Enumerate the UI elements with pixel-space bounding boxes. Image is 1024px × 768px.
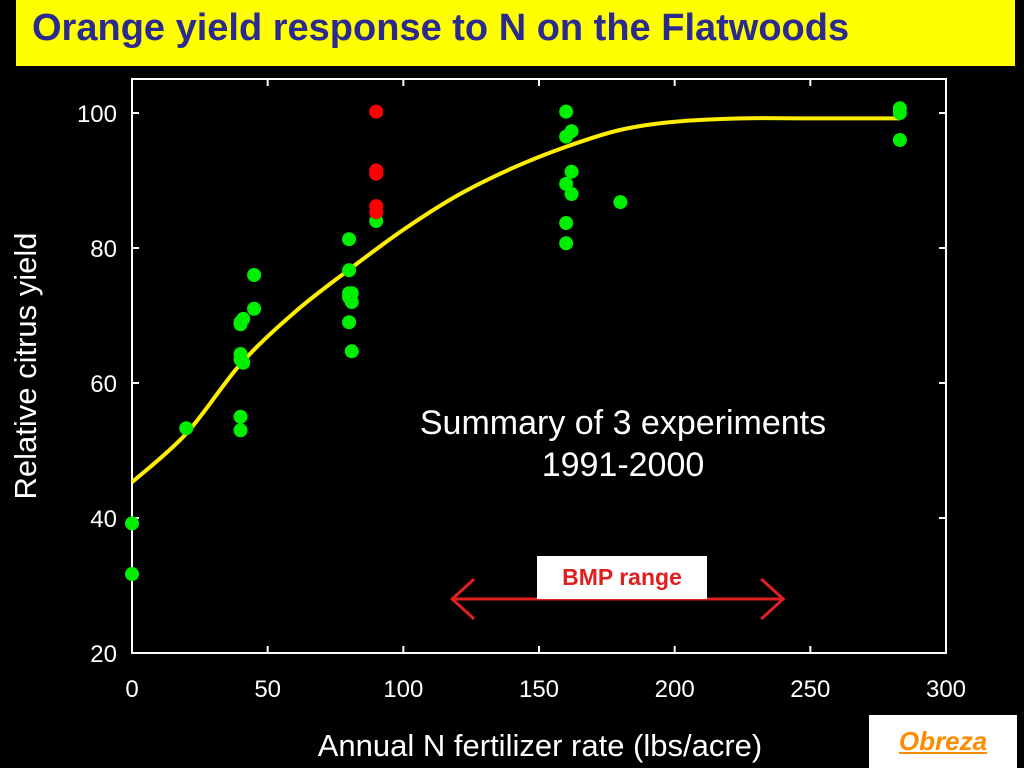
red-data-point xyxy=(369,166,384,181)
x-tick-label: 300 xyxy=(926,676,966,703)
y-tick-label: 20 xyxy=(90,641,117,668)
green-data-point xyxy=(179,421,194,436)
summary-line-2: 1991-2000 xyxy=(541,446,705,484)
x-tick-label: 0 xyxy=(125,676,138,703)
green-data-point xyxy=(342,263,357,278)
green-data-point xyxy=(125,516,139,531)
x-tick-label: 100 xyxy=(383,676,423,703)
x-tick-label: 200 xyxy=(655,676,695,703)
green-data-point xyxy=(564,124,579,139)
green-data-point xyxy=(344,286,359,301)
green-data-point xyxy=(564,164,579,179)
y-tick-label: 100 xyxy=(77,101,117,128)
green-data-point xyxy=(125,567,139,582)
green-data-point xyxy=(233,423,248,438)
x-tick-label: 150 xyxy=(519,676,559,703)
green-data-point xyxy=(233,409,248,424)
title-banner: Orange yield response to N on the Flatwo… xyxy=(16,0,1015,66)
green-data-point xyxy=(564,187,579,201)
green-data-point xyxy=(247,268,262,282)
x-tick-label: 250 xyxy=(790,676,830,703)
green-data-point xyxy=(892,133,907,147)
bmp-range-arrow-left-head xyxy=(449,577,476,621)
green-data-point xyxy=(236,311,251,326)
green-data-point xyxy=(559,236,574,251)
green-data-point xyxy=(344,344,359,359)
x-tick-label: 50 xyxy=(254,676,281,703)
summary-line-1: Summary of 3 experiments xyxy=(419,404,827,442)
green-data-point xyxy=(342,315,357,330)
bmp-range-arrow-right-head xyxy=(760,577,786,621)
y-tick-label: 60 xyxy=(90,371,117,398)
green-data-point xyxy=(559,216,574,231)
summary-annotation: Summary of 3 experiments 1991-2000 xyxy=(370,402,876,486)
green-data-point xyxy=(342,232,357,247)
red-data-point xyxy=(369,104,384,119)
y-axis-label: Relative citrus yield xyxy=(8,232,43,499)
green-data-point xyxy=(613,195,628,210)
red-data-point xyxy=(369,205,384,220)
y-tick-label: 80 xyxy=(90,236,117,263)
bmp-range-label: BMP range xyxy=(537,556,707,599)
green-data-point xyxy=(892,106,907,120)
green-data-point xyxy=(559,104,574,119)
author-credit: Obreza xyxy=(869,715,1017,768)
x-axis-label: Annual N fertilizer rate (lbs/acre) xyxy=(318,728,763,763)
chart-title: Orange yield response to N on the Flatwo… xyxy=(32,7,850,49)
green-data-point xyxy=(247,301,262,316)
y-tick-label: 40 xyxy=(90,506,117,533)
green-data-point xyxy=(236,355,251,370)
